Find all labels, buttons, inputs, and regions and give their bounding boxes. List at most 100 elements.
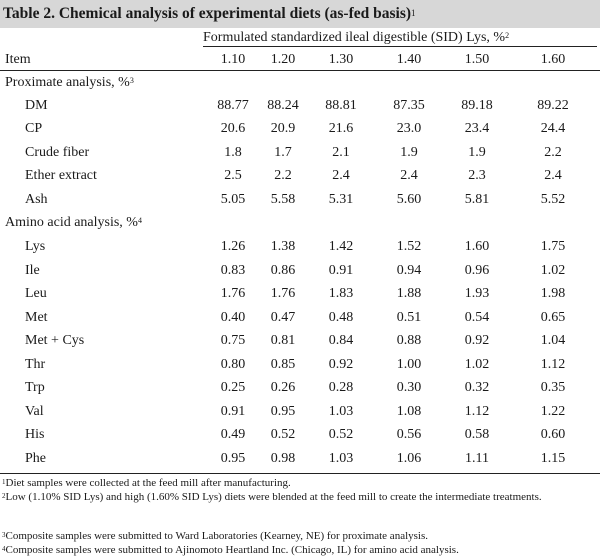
spanner-footnote-mark: 2 bbox=[505, 31, 510, 40]
table-cell: 0.25 bbox=[220, 380, 246, 395]
table-title-text: Table 2. Chemical analysis of experiment… bbox=[3, 5, 412, 22]
table-cell: 23.0 bbox=[396, 121, 422, 136]
table-cell: 1.76 bbox=[220, 286, 246, 301]
level-header-5: 1.50 bbox=[464, 52, 490, 67]
footnote: 3Composite samples were submitted to War… bbox=[2, 530, 598, 543]
table-cell: 87.35 bbox=[393, 98, 425, 113]
table-cell: 1.00 bbox=[396, 357, 422, 372]
column-spanner-text: Formulated standardized ileal digestible… bbox=[203, 30, 506, 45]
table-cell: 1.60 bbox=[464, 239, 490, 254]
table-cell: 1.06 bbox=[396, 451, 422, 466]
table-cell: 89.22 bbox=[537, 98, 569, 113]
level-header-3: 1.30 bbox=[328, 52, 354, 67]
footnote-text: Low (1.10% SID Lys) and high (1.60% SID … bbox=[5, 491, 542, 503]
table-cell: 0.91 bbox=[328, 263, 354, 278]
row-label: Ash bbox=[25, 192, 48, 207]
table-cell: 0.98 bbox=[270, 451, 296, 466]
table-cell: 1.83 bbox=[328, 286, 354, 301]
level-header-2: 1.20 bbox=[270, 52, 296, 67]
table-cell: 1.12 bbox=[540, 357, 566, 372]
row-label: CP bbox=[25, 121, 43, 136]
table-cell: 0.80 bbox=[220, 357, 246, 372]
table-cell: 5.05 bbox=[220, 192, 246, 207]
table-cell: 1.15 bbox=[540, 451, 566, 466]
column-spanner: Formulated standardized ileal digestible… bbox=[203, 29, 509, 46]
level-header-6: 1.60 bbox=[540, 52, 566, 67]
table-cell: 1.12 bbox=[464, 404, 490, 419]
table-cell: 2.2 bbox=[544, 145, 562, 160]
table-cell: 0.48 bbox=[328, 310, 354, 325]
table-cell: 88.77 bbox=[217, 98, 249, 113]
footnote: 4Composite samples were submitted to Aji… bbox=[2, 544, 598, 557]
table-cell: 0.47 bbox=[270, 310, 296, 325]
table-cell: 0.52 bbox=[328, 427, 354, 442]
table-cell: 5.60 bbox=[396, 192, 422, 207]
section-label-text: Proximate analysis, % bbox=[5, 75, 130, 90]
table-cell: 20.6 bbox=[220, 121, 246, 136]
row-label: Crude fiber bbox=[25, 145, 90, 160]
table-cell: 0.81 bbox=[270, 333, 296, 348]
table-cell: 5.31 bbox=[328, 192, 354, 207]
table-cell: 88.24 bbox=[267, 98, 299, 113]
table-cell: 1.38 bbox=[270, 239, 296, 254]
bottom-rule bbox=[0, 473, 600, 474]
footnote: 2Low (1.10% SID Lys) and high (1.60% SID… bbox=[2, 491, 598, 504]
table-cell: 1.7 bbox=[274, 145, 292, 160]
footnote-mark: 2 bbox=[2, 492, 6, 500]
section-footnote-mark: 3 bbox=[129, 76, 134, 85]
table-cell: 5.81 bbox=[464, 192, 490, 207]
table-cell: 0.26 bbox=[270, 380, 296, 395]
table-cell: 1.75 bbox=[540, 239, 566, 254]
table-cell: 0.86 bbox=[270, 263, 296, 278]
level-header-1: 1.10 bbox=[220, 52, 246, 67]
table-cell: 1.03 bbox=[328, 404, 354, 419]
footnote-text: Diet samples were collected at the feed … bbox=[5, 477, 291, 489]
section-footnote-mark: 4 bbox=[137, 216, 142, 225]
table-cell: 0.35 bbox=[540, 380, 566, 395]
footnote-text: Composite samples were submitted to Ward… bbox=[5, 530, 429, 542]
table-cell: 0.28 bbox=[328, 380, 354, 395]
spanner-rule bbox=[203, 46, 597, 47]
table-title: Table 2. Chemical analysis of experiment… bbox=[0, 0, 600, 28]
table-cell: 0.51 bbox=[396, 310, 422, 325]
table-cell: 0.54 bbox=[464, 310, 490, 325]
table-cell: 0.88 bbox=[396, 333, 422, 348]
table-cell: 1.88 bbox=[396, 286, 422, 301]
table-cell: 24.4 bbox=[540, 121, 566, 136]
table-cell: 0.60 bbox=[540, 427, 566, 442]
row-label: Ile bbox=[25, 263, 40, 278]
table-cell: 0.49 bbox=[220, 427, 246, 442]
row-label: Thr bbox=[25, 357, 46, 372]
table-cell: 0.94 bbox=[396, 263, 422, 278]
table-cell: 0.65 bbox=[540, 310, 566, 325]
table-cell: 1.08 bbox=[396, 404, 422, 419]
table-cell: 1.04 bbox=[540, 333, 566, 348]
row-label: His bbox=[25, 427, 45, 442]
table-cell: 1.26 bbox=[220, 239, 246, 254]
row-label: Leu bbox=[25, 286, 47, 301]
table-cell: 0.92 bbox=[464, 333, 490, 348]
header-rule bbox=[0, 70, 600, 71]
table-cell: 1.52 bbox=[396, 239, 422, 254]
table-cell: 88.81 bbox=[325, 98, 357, 113]
table-cell: 5.58 bbox=[270, 192, 296, 207]
row-label: Met bbox=[25, 310, 48, 325]
table-cell: 2.5 bbox=[224, 168, 242, 183]
table-cell: 1.02 bbox=[464, 357, 490, 372]
table-cell: 0.30 bbox=[396, 380, 422, 395]
table-cell: 0.95 bbox=[270, 404, 296, 419]
table-cell: 89.18 bbox=[461, 98, 493, 113]
table-cell: 0.58 bbox=[464, 427, 490, 442]
row-label: Phe bbox=[25, 451, 46, 466]
row-label: Trp bbox=[25, 380, 45, 395]
table-cell: 0.40 bbox=[220, 310, 246, 325]
table-cell: 1.76 bbox=[270, 286, 296, 301]
table-cell: 1.93 bbox=[464, 286, 490, 301]
title-footnote-mark: 1 bbox=[411, 8, 416, 18]
table-cell: 2.2 bbox=[274, 168, 292, 183]
table-cell: 0.92 bbox=[328, 357, 354, 372]
table-cell: 1.22 bbox=[540, 404, 566, 419]
table-cell: 0.91 bbox=[220, 404, 246, 419]
section-label: Amino acid analysis, %4 bbox=[5, 214, 142, 231]
